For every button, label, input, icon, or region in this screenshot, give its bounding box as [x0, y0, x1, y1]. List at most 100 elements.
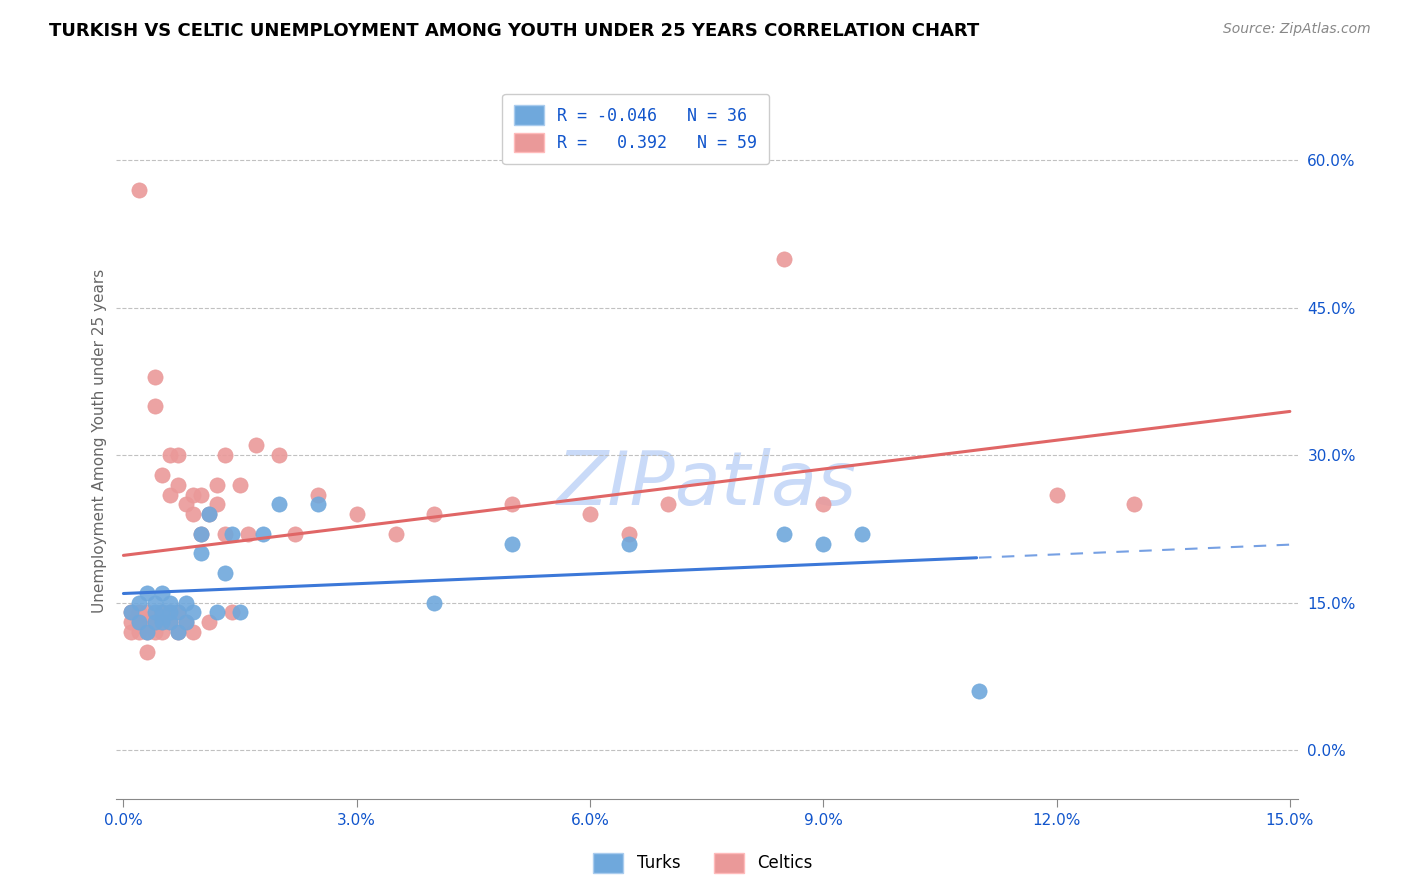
Point — [501, 536, 523, 550]
Point — [167, 477, 190, 491]
Point — [135, 586, 157, 600]
Point — [221, 526, 243, 541]
Point — [229, 477, 252, 491]
Point — [159, 615, 181, 630]
Point — [617, 536, 640, 550]
Point — [150, 606, 173, 620]
Point — [346, 507, 368, 521]
Point — [167, 625, 190, 640]
Point — [150, 606, 173, 620]
Point — [143, 606, 166, 620]
Point — [159, 596, 181, 610]
Point — [150, 615, 173, 630]
Point — [190, 546, 212, 560]
Point — [307, 497, 329, 511]
Point — [198, 507, 221, 521]
Point — [190, 526, 212, 541]
Point — [120, 606, 142, 620]
Point — [183, 606, 205, 620]
Point — [657, 497, 679, 511]
Point — [143, 615, 166, 630]
Point — [423, 507, 446, 521]
Point — [205, 477, 228, 491]
Point — [150, 586, 173, 600]
Point — [236, 526, 259, 541]
Point — [120, 625, 142, 640]
Point — [183, 487, 205, 501]
Point — [1123, 497, 1146, 511]
Point — [221, 606, 243, 620]
Point — [143, 369, 166, 384]
Point — [135, 606, 157, 620]
Text: TURKISH VS CELTIC UNEMPLOYMENT AMONG YOUTH UNDER 25 YEARS CORRELATION CHART: TURKISH VS CELTIC UNEMPLOYMENT AMONG YOU… — [49, 22, 980, 40]
Point — [174, 615, 197, 630]
Point — [851, 526, 873, 541]
Point — [245, 438, 267, 452]
Point — [143, 596, 166, 610]
Point — [229, 606, 252, 620]
Point — [283, 526, 305, 541]
Point — [190, 487, 212, 501]
Point — [167, 625, 190, 640]
Point — [159, 606, 181, 620]
Point — [128, 615, 150, 630]
Point — [307, 487, 329, 501]
Point — [617, 526, 640, 541]
Point — [150, 615, 173, 630]
Point — [120, 615, 142, 630]
Legend: R = -0.046   N = 36, R =   0.392   N = 59: R = -0.046 N = 36, R = 0.392 N = 59 — [502, 94, 769, 164]
Point — [252, 526, 274, 541]
Point — [159, 615, 181, 630]
Point — [135, 645, 157, 659]
Point — [143, 615, 166, 630]
Point — [205, 606, 228, 620]
Point — [120, 606, 142, 620]
Point — [183, 625, 205, 640]
Legend: Turks, Celtics: Turks, Celtics — [586, 847, 820, 880]
Point — [128, 625, 150, 640]
Point — [967, 684, 990, 698]
Point — [190, 526, 212, 541]
Point — [501, 497, 523, 511]
Point — [143, 399, 166, 413]
Point — [579, 507, 602, 521]
Point — [384, 526, 406, 541]
Point — [174, 596, 197, 610]
Point — [135, 615, 157, 630]
Point — [135, 615, 157, 630]
Point — [143, 625, 166, 640]
Point — [198, 615, 221, 630]
Point — [214, 448, 236, 462]
Point — [267, 497, 290, 511]
Point — [167, 448, 190, 462]
Point — [135, 625, 157, 640]
Point — [128, 606, 150, 620]
Point — [267, 448, 290, 462]
Text: Source: ZipAtlas.com: Source: ZipAtlas.com — [1223, 22, 1371, 37]
Point — [174, 497, 197, 511]
Point — [205, 497, 228, 511]
Point — [423, 596, 446, 610]
Point — [128, 615, 150, 630]
Point — [167, 606, 190, 620]
Point — [1045, 487, 1067, 501]
Point — [183, 507, 205, 521]
Point — [150, 625, 173, 640]
Point — [198, 507, 221, 521]
Point — [135, 625, 157, 640]
Point — [214, 566, 236, 580]
Point — [773, 252, 796, 266]
Point — [813, 536, 835, 550]
Point — [159, 606, 181, 620]
Text: ZIPatlas: ZIPatlas — [557, 448, 856, 519]
Point — [128, 596, 150, 610]
Point — [813, 497, 835, 511]
Point — [159, 487, 181, 501]
Y-axis label: Unemployment Among Youth under 25 years: Unemployment Among Youth under 25 years — [93, 268, 107, 613]
Point — [214, 526, 236, 541]
Point — [174, 615, 197, 630]
Point — [159, 448, 181, 462]
Point — [128, 183, 150, 197]
Point — [167, 606, 190, 620]
Point — [773, 526, 796, 541]
